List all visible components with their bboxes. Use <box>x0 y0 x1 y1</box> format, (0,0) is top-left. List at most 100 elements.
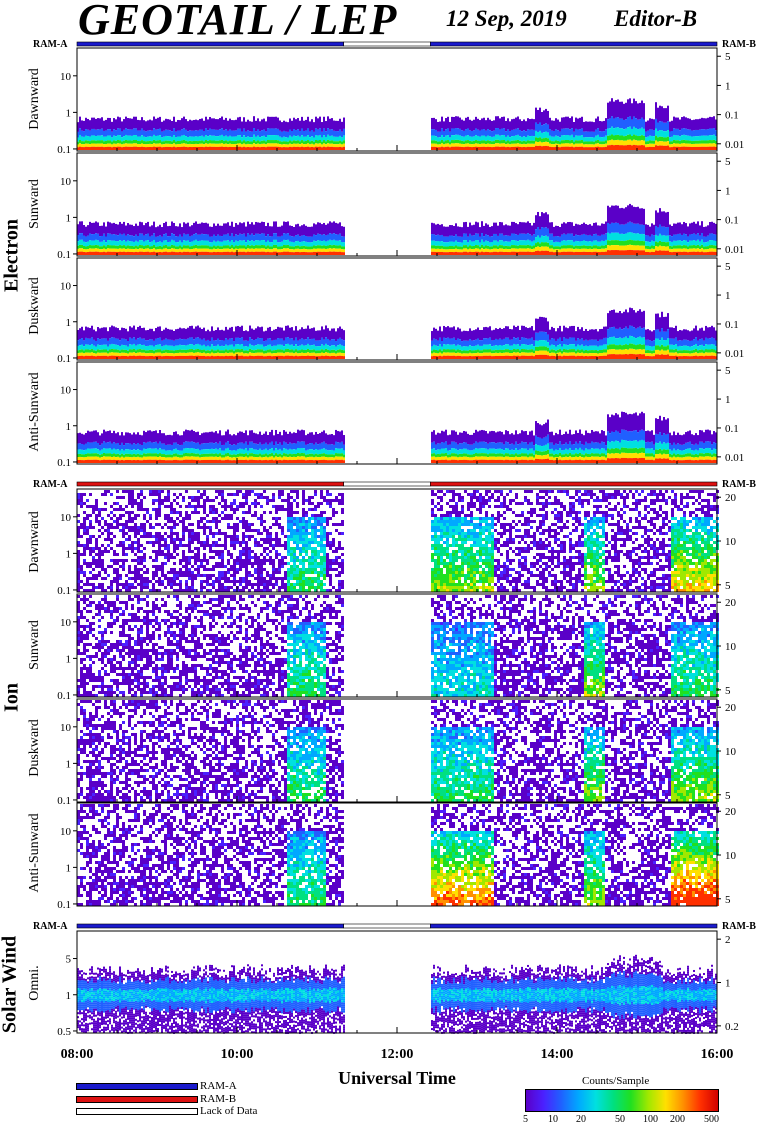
electron-spectrum-cell <box>589 241 591 246</box>
electron-spectrum-cell <box>233 351 235 354</box>
electron-spectrum-cell <box>431 356 433 359</box>
electron-spectrum-cell <box>703 249 705 252</box>
electron-spectrum-cell <box>483 129 485 135</box>
electron-spectrum-cell <box>289 136 291 141</box>
electron-spectrum-cell <box>469 130 471 136</box>
electron-spectrum-cell <box>479 227 481 237</box>
electron-spectrum-cell <box>195 240 197 245</box>
electron-spectrum-cell <box>169 356 171 359</box>
electron-spectrum-cell <box>581 135 583 140</box>
electron-spectrum-cell <box>121 249 123 252</box>
electron-spectrum-cell <box>261 353 263 356</box>
electron-spectrum-cell <box>597 249 599 252</box>
electron-spectrum-cell <box>449 338 451 344</box>
electron-spectrum-cell <box>613 102 615 119</box>
electron-spectrum-cell <box>235 223 237 234</box>
electron-spectrum-cell <box>99 356 101 359</box>
electron-spectrum-cell <box>129 129 131 135</box>
electron-spectrum-cell <box>583 351 585 354</box>
electron-spectrum-cell <box>655 145 657 150</box>
electron-spectrum-cell <box>317 330 319 340</box>
electron-spectrum-cell <box>501 356 503 359</box>
electron-spectrum-cell <box>545 242 547 246</box>
electron-spectrum-cell <box>271 246 273 249</box>
electron-spectrum-cell <box>465 240 467 245</box>
electron-spectrum-cell <box>639 145 641 150</box>
electron-spectrum-cell <box>95 130 97 136</box>
electron-spectrum-cell <box>157 129 159 135</box>
electron-spectrum-cell <box>187 353 189 356</box>
electron-spectrum-cell <box>303 249 305 252</box>
electron-spectrum-cell <box>239 140 241 143</box>
electron-spectrum-cell <box>463 346 465 350</box>
electron-spectrum-cell <box>119 240 121 245</box>
electron-spectrum-cell <box>257 136 259 141</box>
electron-spectrum-cell <box>457 140 459 143</box>
electron-spectrum-cell <box>689 119 691 130</box>
electron-spectrum-cell <box>315 351 317 354</box>
electron-spectrum-cell <box>175 236 177 242</box>
electron-spectrum-cell <box>269 249 271 252</box>
electron-spectrum-cell <box>449 249 451 252</box>
electron-spectrum-cell <box>245 252 247 255</box>
electron-spectrum-cell <box>661 312 663 329</box>
electron-spectrum-cell <box>289 147 291 150</box>
electron-spectrum-cell <box>593 234 595 240</box>
electron-spectrum-cell <box>553 252 555 255</box>
electron-spectrum-cell <box>553 144 555 147</box>
electron-spectrum-cell <box>141 143 143 146</box>
electron-spectrum-cell <box>437 142 439 145</box>
electron-spectrum-cell <box>647 356 649 359</box>
electron-spectrum-cell <box>181 136 183 141</box>
electron-spectrum-cell <box>617 338 619 345</box>
electron-spectrum-cell <box>225 349 227 352</box>
electron-spectrum-cell <box>127 351 129 354</box>
electron-spectrum-cell <box>491 147 493 150</box>
electron-spectrum-cell <box>693 252 695 255</box>
electron-spectrum-cell <box>181 147 183 150</box>
electron-spectrum-cell <box>139 147 141 150</box>
electron-spectrum-cell <box>551 137 553 141</box>
electron-spectrum-cell <box>331 140 333 143</box>
electron-spectrum-cell <box>449 122 451 132</box>
electron-spectrum-cell <box>303 353 305 356</box>
electron-spectrum-cell <box>333 328 335 339</box>
electron-spectrum-cell <box>501 135 503 140</box>
electron-spectrum-cell <box>173 135 175 140</box>
electron-spectrum-cell <box>631 344 633 349</box>
electron-spectrum-cell <box>107 245 109 248</box>
electron-spectrum-cell <box>249 241 251 246</box>
electron-spectrum-cell <box>573 236 575 242</box>
electron-spectrum-cell <box>91 344 93 349</box>
electron-spectrum-cell <box>129 144 131 147</box>
electron-spectrum-cell <box>343 353 345 356</box>
electron-spectrum-cell <box>329 136 331 141</box>
electron-spectrum-cell <box>701 147 703 150</box>
electron-spectrum-cell <box>299 356 301 359</box>
electron-spectrum-cell <box>547 351 549 355</box>
electron-spectrum-cell <box>89 233 91 240</box>
electron-spectrum-cell <box>509 147 511 150</box>
electron-spectrum-cell <box>97 338 99 344</box>
electron-spectrum-cell <box>447 338 449 345</box>
electron-spectrum-cell <box>465 245 467 248</box>
electron-spectrum-cell <box>89 131 91 137</box>
electron-spectrum-cell <box>229 249 231 252</box>
electron-spectrum-cell <box>255 356 257 359</box>
electron-spectrum-cell <box>283 233 285 240</box>
electron-spectrum-cell <box>519 144 521 147</box>
electron-spectrum-cell <box>337 147 339 150</box>
electron-spectrum-cell <box>649 147 651 150</box>
electron-spectrum-cell <box>237 129 239 136</box>
electron-spectrum-cell <box>531 338 533 345</box>
electron-spectrum-cell <box>181 247 183 250</box>
electron-spectrum-cell <box>573 326 575 338</box>
electron-spectrum-cell <box>493 252 495 255</box>
electron-spectrum-cell <box>231 233 233 240</box>
electron-spectrum-cell <box>193 223 195 234</box>
electron-spectrum-cell <box>433 129 435 135</box>
electron-spectrum-cell <box>587 246 589 249</box>
electron-spectrum-cell <box>683 240 685 245</box>
electron-spectrum-cell <box>329 130 331 136</box>
electron-spectrum-cell <box>325 241 327 246</box>
